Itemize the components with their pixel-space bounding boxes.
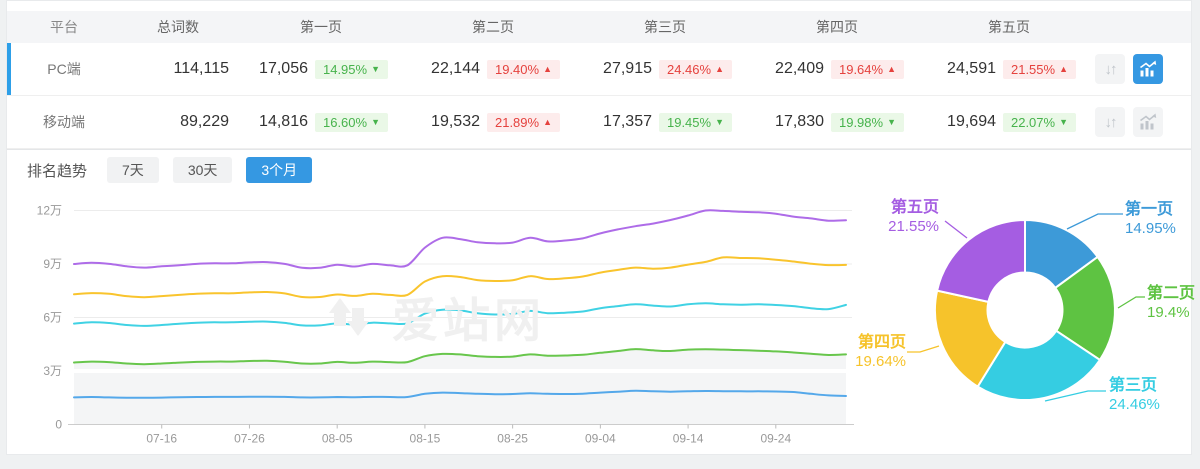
page4-trend-badge: 19.64% [830,59,904,79]
page3-count: 17,357 [603,113,652,130]
svg-text:12万: 12万 [37,204,62,218]
col-header-total: 总词数 [157,19,199,35]
page3-trend-badge: 19.45% [658,112,732,132]
chart-icon[interactable] [1133,107,1163,137]
tab-30days[interactable]: 30天 [172,156,233,184]
page2-count: 19,532 [431,113,480,130]
svg-text:6万: 6万 [43,311,62,325]
trend-arrow-icon [371,65,380,74]
platform-label: PC端 [47,61,81,77]
svg-text:07-26: 07-26 [234,432,265,446]
svg-text:9万: 9万 [43,257,62,271]
table-row-pc[interactable]: PC端 114,115 17,056 14.95% 22,144 19.40% 27… [7,43,1191,96]
svg-text:07-16: 07-16 [146,432,177,446]
trend-arrow-icon [543,65,552,74]
tab-3months[interactable]: 3个月 [246,156,313,184]
trend-arrow-icon [1059,65,1068,74]
total-words: 114,115 [173,60,229,77]
chart-icon[interactable] [1133,54,1163,84]
col-header-page2: 第二页 [472,19,514,35]
total-words: 89,229 [180,113,229,130]
col-header-page1: 第一页 [300,19,342,35]
trend-section-title: 排名趋势 [27,162,88,180]
svg-text:0: 0 [55,418,62,432]
page2-trend-badge: 21.89% [486,112,560,132]
platform-label: 移动端 [43,114,85,130]
col-header-page4: 第四页 [816,19,858,35]
donut-label-page2: 第二页 19.4% [1147,285,1196,321]
trend-arrow-icon [887,118,896,127]
trend-line-chart: 0 3万 6万 9万 12万 07-16 07-26 08-05 08-15 08-25 09-04… [0,190,860,455]
page5-count: 24,591 [947,60,996,77]
sort-icon[interactable]: ↓↑ [1095,54,1125,84]
svg-text:09-14: 09-14 [673,432,704,446]
page5-count: 19,694 [947,113,996,130]
donut-label-page4: 第四页 19.64% [855,334,906,370]
page1-count: 17,056 [259,60,308,77]
page2-trend-badge: 19.40% [486,59,560,79]
trend-arrow-icon [371,118,380,127]
trend-arrow-icon [887,65,896,74]
trend-arrow-icon [1059,118,1068,127]
trend-arrow-icon [715,118,724,127]
col-header-page3: 第三页 [644,19,686,35]
trend-arrow-icon [543,118,552,127]
svg-text:09-24: 09-24 [760,432,791,446]
page2-count: 22,144 [431,60,480,77]
trend-toolbar: 排名趋势 7天 30天 3个月 [7,149,1191,190]
col-header-page5: 第五页 [988,19,1030,35]
table-row-mobile[interactable]: 移动端 89,229 14,816 16.60% 19,532 21.89% 17,… [7,96,1191,149]
page1-count: 14,816 [259,113,308,130]
sort-icon[interactable]: ↓↑ [1095,107,1125,137]
page-distribution-donut-chart [850,190,1200,450]
page1-trend-badge: 14.95% [314,59,388,79]
col-header-platform: 平台 [50,19,78,35]
page1-trend-badge: 16.60% [314,112,388,132]
rank-table: 平台 总词数 第一页 第二页 第三页 第四页 第五页 PC端 114,115 1… [7,11,1191,149]
page4-count: 22,409 [775,60,824,77]
page4-count: 17,830 [775,113,824,130]
donut-label-page5: 第五页 21.55% [888,199,939,235]
donut-svg [907,213,1145,402]
svg-text:09-04: 09-04 [585,432,616,446]
donut-label-page1: 第一页 14.95% [1125,201,1176,237]
trend-line-svg: 0 3万 6万 9万 12万 07-16 07-26 08-05 08-15 08-25 09-04… [37,204,854,446]
page4-trend-badge: 19.98% [830,112,904,132]
tab-7days[interactable]: 7天 [107,156,159,184]
page5-trend-badge: 21.55% [1002,59,1076,79]
table-header: 平台 总词数 第一页 第二页 第三页 第四页 第五页 [7,11,1191,43]
svg-text:08-25: 08-25 [497,432,528,446]
svg-text:08-05: 08-05 [322,432,353,446]
svg-text:3万: 3万 [43,364,62,378]
page5-trend-badge: 22.07% [1002,112,1076,132]
page3-trend-badge: 24.46% [658,59,732,79]
donut-label-page3: 第三页 24.46% [1109,377,1160,413]
trend-arrow-icon [715,65,724,74]
svg-text:08-15: 08-15 [410,432,441,446]
page3-count: 27,915 [603,60,652,77]
